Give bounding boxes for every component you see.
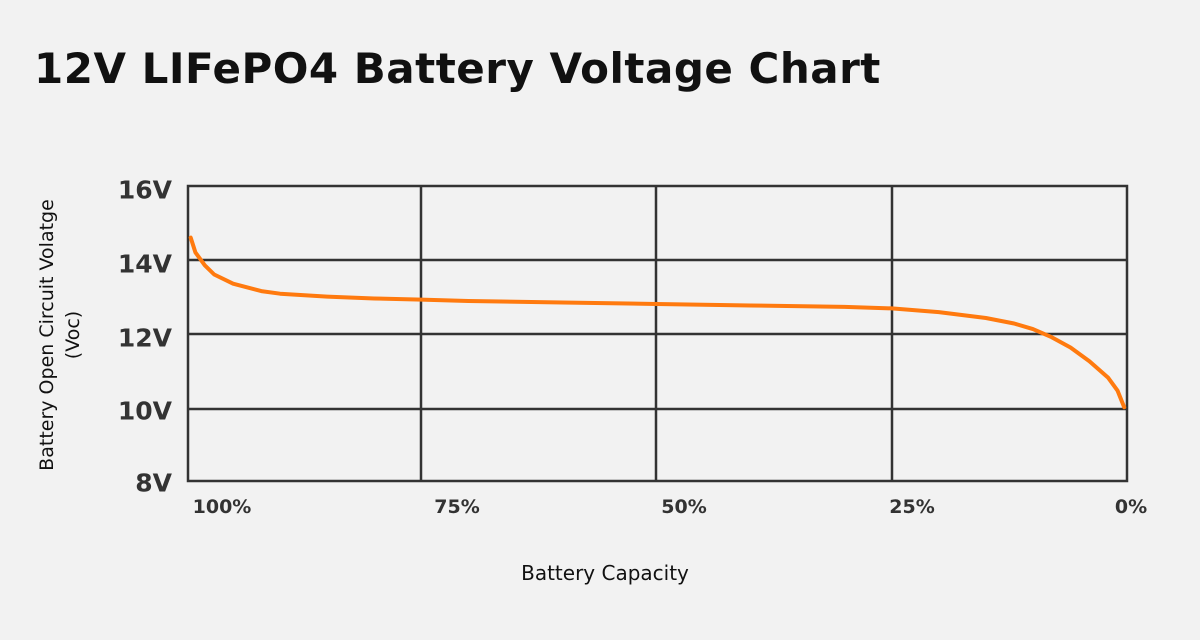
x-axis-title: Battery Capacity [521,561,689,585]
x-tick-25: 25% [889,496,935,518]
x-tick-0: 0% [1114,496,1148,518]
x-tick-100: 100% [192,496,252,518]
x-tick-75: 75% [434,496,480,518]
y-tick-12: 12V [117,323,172,353]
y-tick-10: 10V [117,396,172,426]
voltage-curve-line [188,235,1127,410]
chart-title: 12V LIFePO4 Battery Voltage Chart [34,44,881,93]
y-tick-14: 14V [117,249,172,279]
x-tick-50: 50% [661,496,707,518]
y-tick-8: 8V [135,468,172,498]
grid [186,184,1129,483]
y-tick-16: 16V [117,175,172,205]
